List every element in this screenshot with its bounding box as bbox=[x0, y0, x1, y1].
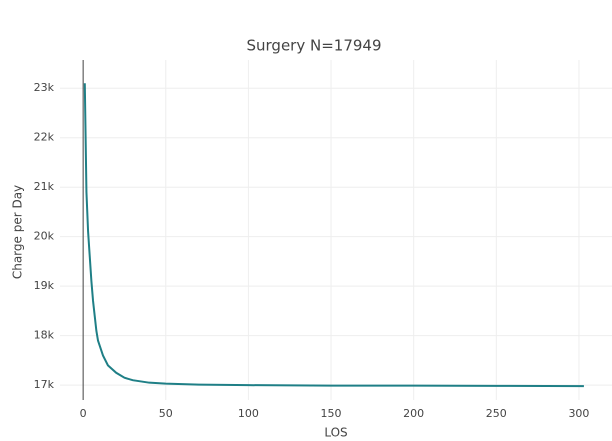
x-tick-label: 300 bbox=[568, 407, 589, 420]
x-axis-title: LOS bbox=[324, 426, 347, 440]
y-tick-label: 23k bbox=[34, 81, 55, 94]
x-tick-label: 50 bbox=[159, 407, 173, 420]
x-tick-label: 150 bbox=[321, 407, 342, 420]
x-tick-label: 250 bbox=[486, 407, 507, 420]
y-tick-label: 19k bbox=[34, 279, 55, 292]
y-tick-label: 22k bbox=[34, 131, 55, 144]
data-line bbox=[83, 83, 584, 388]
chart-title: Surgery N=17949 bbox=[247, 37, 382, 55]
x-tick-label: 100 bbox=[238, 407, 259, 420]
y-tick-label: 17k bbox=[34, 378, 55, 391]
y-axis-title: Charge per Day bbox=[11, 185, 25, 279]
y-tick-label: 18k bbox=[34, 329, 55, 342]
y-tick-label: 20k bbox=[34, 230, 55, 243]
y-tick-label: 21k bbox=[34, 180, 55, 193]
x-tick-label: 0 bbox=[80, 407, 87, 420]
x-tick-label: 200 bbox=[403, 407, 424, 420]
